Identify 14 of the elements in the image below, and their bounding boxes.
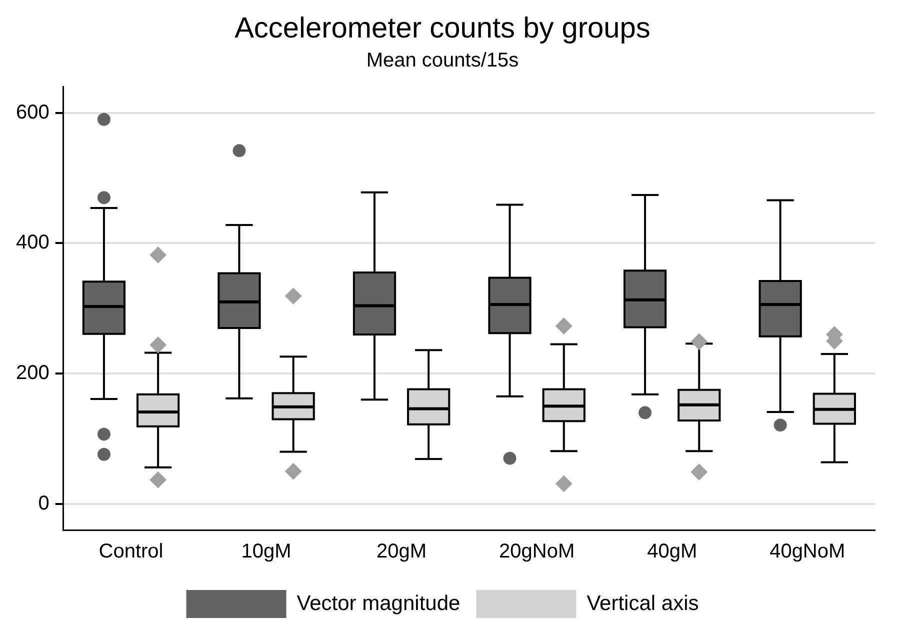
y-tick-label: 0 [38,492,50,514]
y-tick-label: 600 [16,101,50,124]
x-tick-label: 40gNoM [770,540,846,563]
x-tick-label: 20gNoM [499,540,575,563]
y-tick-label: 200 [16,362,50,384]
x-tick-label: 40gM [647,540,698,563]
chart-subtitle: Mean counts/15s [366,49,519,72]
x-tick-label: Control [98,540,164,563]
legend-label: Vertical axis [586,592,699,615]
y-tick-label: 400 [16,232,50,254]
chart-title: Accelerometer counts by groups [234,12,650,44]
legend-label: Vector magnitude [296,592,460,615]
x-tick-label: 20gM [376,540,427,563]
x-tick-label: 10gM [241,540,292,563]
